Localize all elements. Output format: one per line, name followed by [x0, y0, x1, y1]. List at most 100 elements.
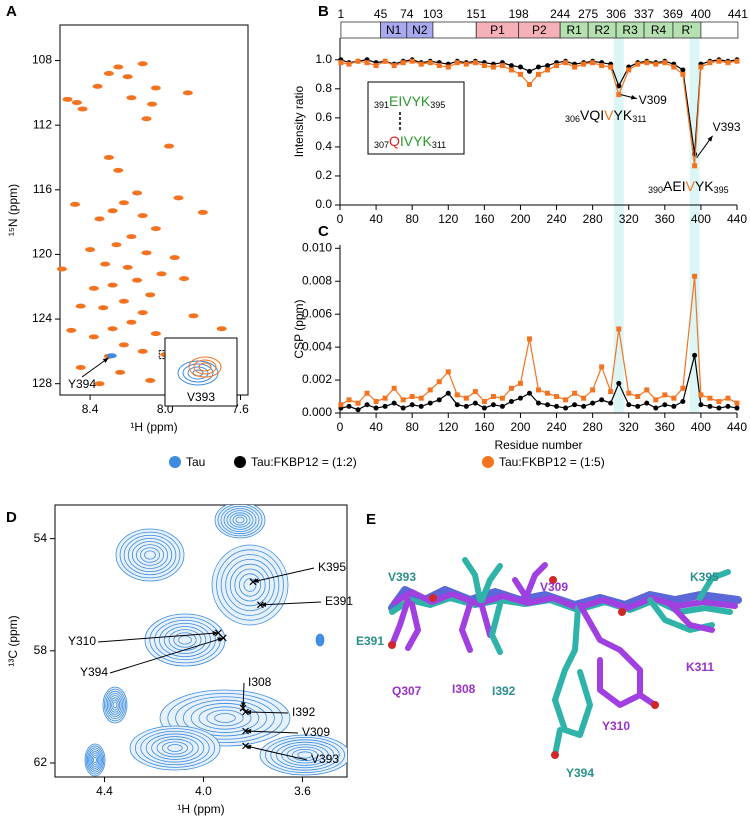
peak [182, 90, 193, 96]
x-tick-label: 0 [337, 212, 344, 226]
peak [88, 285, 99, 291]
contour [297, 751, 313, 759]
peak [77, 106, 88, 112]
peak [141, 250, 152, 256]
domain-label: R2 [594, 23, 610, 37]
contour [211, 544, 289, 626]
sequence-number: 391 [374, 100, 389, 110]
point [599, 63, 605, 69]
peak-label: Y394 [80, 665, 108, 679]
contour [88, 749, 102, 771]
point [499, 403, 505, 409]
annotation: Y394 [68, 377, 96, 391]
point [590, 387, 596, 393]
domain-boundary: 369 [663, 7, 683, 21]
point [626, 402, 632, 408]
peak [137, 348, 148, 354]
contour [85, 745, 105, 775]
sequence-part: Q [389, 133, 400, 149]
point [653, 405, 659, 411]
point [445, 64, 451, 70]
point [427, 60, 433, 66]
peak [75, 303, 86, 309]
peak [197, 209, 208, 215]
sequence-number: 390 [648, 185, 663, 195]
peak [150, 85, 161, 91]
contour [235, 516, 245, 524]
contour [232, 514, 248, 526]
residue-label: Y394 [566, 766, 594, 780]
point [554, 403, 560, 409]
residue-label: K311 [686, 660, 714, 674]
point [653, 397, 659, 403]
contour [104, 688, 126, 722]
peak-marker [239, 704, 247, 712]
point [364, 60, 370, 66]
point [662, 392, 668, 398]
point [427, 400, 433, 406]
inset-contour [182, 363, 214, 383]
point [373, 405, 379, 411]
domain-boundary: 441 [728, 7, 748, 21]
contour [102, 686, 128, 724]
point [472, 400, 478, 406]
peak [122, 264, 133, 270]
domain-boundary: 1 [338, 7, 345, 21]
sequence-part: V [686, 178, 696, 194]
peak-marker [242, 742, 249, 750]
domain-boundary: 198 [509, 7, 529, 21]
residue-label: I308 [452, 682, 476, 696]
domain-label: R4 [651, 23, 667, 37]
sequence: 390AEIVYK395 [648, 178, 729, 196]
point [545, 63, 551, 69]
peak [94, 381, 105, 387]
point [526, 336, 532, 342]
peak [85, 247, 96, 253]
panel-label: E [366, 511, 376, 528]
peak [113, 167, 124, 173]
y-tick-label: 0.2 [315, 168, 332, 182]
sequence-part: YK [695, 178, 714, 194]
panel-label: C [318, 223, 329, 240]
point [626, 390, 632, 396]
peak [173, 195, 184, 201]
peak [132, 277, 143, 283]
plot-frame [54, 504, 348, 778]
point [616, 380, 622, 386]
point [635, 403, 641, 409]
point [734, 400, 740, 406]
x-axis-label: ¹H (ppm) [130, 420, 177, 434]
domain-boundary: 45 [374, 7, 388, 21]
x-tick-label: 80 [406, 420, 420, 434]
peak [147, 101, 158, 107]
point [445, 390, 451, 396]
point [346, 397, 352, 403]
point [680, 67, 686, 73]
point [338, 402, 344, 408]
peak-label: Y310 [68, 634, 96, 648]
contour [316, 634, 324, 646]
x-tick-label: 4.0 [195, 784, 212, 798]
highlight-band [689, 38, 700, 413]
point [707, 403, 713, 409]
point [391, 385, 397, 391]
contour [223, 508, 257, 532]
contour [182, 699, 267, 737]
y-tick-label: 128 [32, 376, 52, 390]
x-axis-label: ¹H (ppm) [177, 802, 224, 816]
peak-label: V393 [311, 752, 339, 766]
x-tick-label: 400 [691, 212, 711, 226]
point [692, 163, 698, 169]
x-tick-label: 360 [655, 212, 675, 226]
sequence-part: YK [614, 107, 633, 123]
point [692, 352, 698, 358]
point [400, 405, 406, 411]
peak [137, 213, 148, 219]
sequence-number: 311 [432, 140, 446, 150]
arrow-head [240, 702, 246, 709]
point [616, 92, 622, 98]
peak [118, 342, 129, 348]
domain-boundary: 337 [634, 7, 654, 21]
point [526, 81, 532, 87]
